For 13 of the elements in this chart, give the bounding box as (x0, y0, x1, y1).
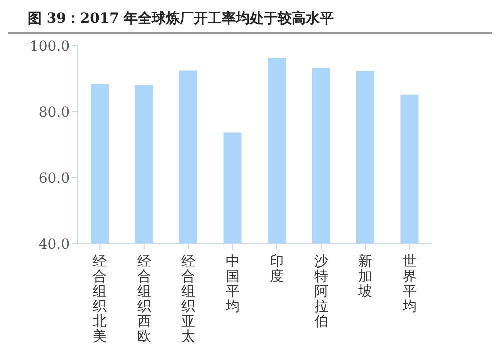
x-tick-label: 经合组织西欧 (137, 254, 152, 345)
x-tick-label: 经合组织北美 (93, 254, 108, 345)
y-tick-label: 80.0 (38, 104, 70, 121)
x-tick-label: 经合组织亚太 (182, 254, 196, 345)
x-tick-label: 印度 (270, 254, 284, 285)
x-tick-label: 沙特阿拉伯 (313, 254, 328, 330)
x-tick-label: 中国平均 (224, 254, 240, 315)
chart-title: 图 39：2017 年全球炼厂开工率均处于较高水平 (8, 8, 492, 34)
x-tick-label: 新加坡 (358, 254, 373, 300)
y-tick-label: 40.0 (38, 236, 70, 253)
y-tick-label: 100.0 (30, 38, 70, 55)
x-tick-label: 世界平均 (402, 254, 417, 315)
y-tick-label: 60.0 (38, 170, 70, 187)
